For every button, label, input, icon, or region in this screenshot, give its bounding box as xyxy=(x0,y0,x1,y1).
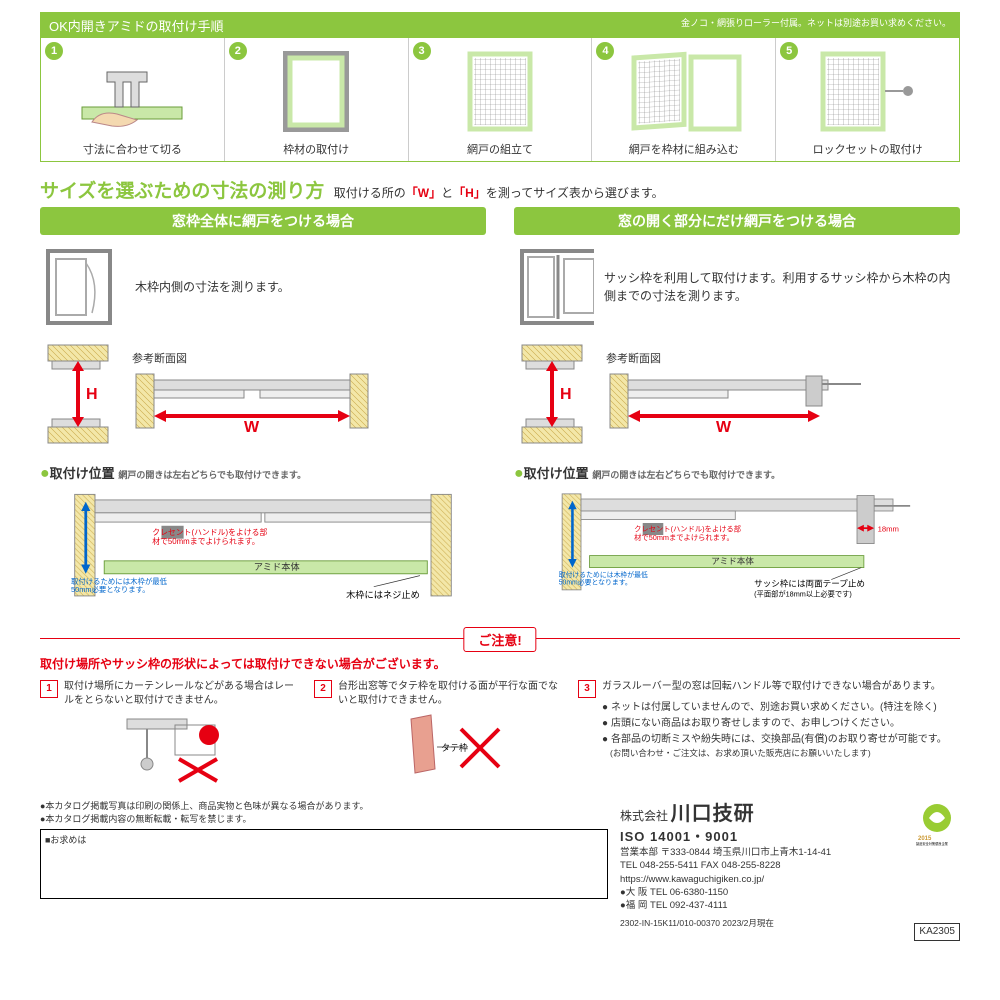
addr1: 営業本部 〒333-0844 埼玉県川口市上青木1-14-41 xyxy=(620,846,960,859)
step-2-illust xyxy=(229,44,404,139)
cs-right-h: H xyxy=(514,339,594,449)
footer-left: ●本カタログ掲載写真は印刷の関係上、商品実物と色味が異なる場合があります。 ●本… xyxy=(40,800,608,899)
steps-row: 1 寸法に合わせて切る 2 xyxy=(41,38,959,161)
caution-1-text: 取付け場所にカーテンレールなどがある場合はレールをとらないと取付けできません。 xyxy=(64,680,300,708)
extra-note-sub: (お問い合わせ・ご注文は、お求め頂いた販売店にお願いいたします) xyxy=(610,748,960,760)
steps-title-bar: OK内開きアミドの取付け手順 金ノコ・網張りローラー付属。ネットは別途お買い求め… xyxy=(41,13,959,38)
contact-box: ■お求めは xyxy=(40,829,608,899)
foot-note-2: ●本カタログ掲載内容の無断転載・転写を禁じます。 xyxy=(40,813,608,826)
step-5: 5 ロックセットの取付け xyxy=(776,38,959,161)
cs-left-h: H xyxy=(40,339,120,449)
caution-1: 1 取付け場所にカーテンレールなどがある場合はレールをとらないと取付けできません… xyxy=(40,680,300,788)
size-title: サイズを選ぶための寸法の測り方 xyxy=(40,176,324,203)
cs-left-label: 参考断面図 xyxy=(132,350,372,366)
steps-title-note: 金ノコ・網張りローラー付属。ネットは別途お買い求めください。 xyxy=(681,16,951,35)
svg-text:タテ枠: タテ枠 xyxy=(441,742,468,753)
col-right-desc: サッシ枠を利用して取付けます。利用するサッシ枠から木枠の内側までの寸法を測ります… xyxy=(604,269,960,305)
ka-code: KA2305 xyxy=(914,923,960,941)
step-2-num: 2 xyxy=(229,42,247,60)
caution-badge: ご注意! xyxy=(463,627,536,652)
caution-2-illust: タテ枠 xyxy=(338,708,564,788)
caution-1-num: 1 xyxy=(40,680,58,698)
footer: ●本カタログ掲載写真は印刷の関係上、商品実物と色味が異なる場合があります。 ●本… xyxy=(40,800,960,941)
caution-2-num: 2 xyxy=(314,680,332,698)
col-opening-part: 窓の開く部分にだけ網戸をつける場合 サッシ枠を利用して取付けます。利用するサッシ… xyxy=(514,207,960,618)
steps-title-text: OK内開きアミドの取付け手順 xyxy=(49,16,224,35)
step-3: 3 網戸の組立て xyxy=(409,38,593,161)
svg-text:W: W xyxy=(716,419,732,436)
svg-text:製品安全対策優良企業: 製品安全対策優良企業 xyxy=(916,841,949,846)
company-name: 川口技研 xyxy=(671,803,755,825)
caution-section: ご注意! 取付け場所やサッシ枠の形状によっては取付けできない場合がございます。 … xyxy=(40,638,960,788)
step-5-illust xyxy=(780,44,955,139)
caution-lead: 取付け場所やサッシ枠の形状によっては取付けできない場合がございます。 xyxy=(40,655,960,672)
extra-note-1: ネットは付属していませんので、別途お買い求めください。(特注を除く) xyxy=(602,700,960,716)
step-5-caption: ロックセットの取付け xyxy=(780,141,955,157)
foot-note-1: ●本カタログ掲載写真は印刷の関係上、商品実物と色味が異なる場合があります。 xyxy=(40,800,608,813)
svg-text:アミド本体: アミド本体 xyxy=(254,561,300,572)
pos-title-left: ●取付け位置 網戸の開きは左右どちらでも取付けできます。 xyxy=(40,463,486,483)
eco-badge-icon: 2015 製品安全対策優良企業 xyxy=(914,800,960,846)
pos-title-right: ●取付け位置 網戸の開きは左右どちらでも取付けできます。 xyxy=(514,463,960,483)
cs-right-w: W xyxy=(606,366,866,436)
step-4: 4 網戸を枠材に組み込む xyxy=(592,38,776,161)
step-1-num: 1 xyxy=(45,42,63,60)
caution-2-text: 台形出窓等でタテ枠を取付ける面が平行な面でないと取付けできません。 xyxy=(338,680,564,708)
svg-text:木枠にはネジ止め: 木枠にはネジ止め xyxy=(346,589,420,600)
step-2: 2 枠材の取付け xyxy=(225,38,409,161)
step-1-illust xyxy=(45,44,220,139)
col-left-desc: 木枠内側の寸法を測ります。 xyxy=(135,278,290,296)
step-3-caption: 網戸の組立て xyxy=(413,141,588,157)
footer-right: 2015 製品安全対策優良企業 株式会社 川口技研 ISO 14001・9001… xyxy=(620,800,960,941)
company-pre: 株式会社 xyxy=(620,809,668,823)
step-3-illust xyxy=(413,44,588,139)
size-subtitle: 取付ける所の「W」と「H」を測ってサイズ表から選びます。 xyxy=(334,186,664,200)
step-1-caption: 寸法に合わせて切る xyxy=(45,141,220,157)
cs-left-w: W xyxy=(132,366,372,436)
extra-notes: ネットは付属していませんので、別途お買い求めください。(特注を除く) 店頭にない… xyxy=(602,700,960,748)
pos-diagram-right: 18mm アミド本体 クレセント(ハンドル)をよける部材で50mmまでよけられま… xyxy=(514,487,960,607)
svg-text:W: W xyxy=(244,419,260,436)
caution-3: 3 ガラスルーバー型の窓は回転ハンドル等で取付けできない場合があります。 ネット… xyxy=(578,680,960,788)
cs-right-label: 参考断面図 xyxy=(606,350,866,366)
caution-1-illust xyxy=(64,708,300,788)
bottom-code: 2302-IN-15K11/010-00370 2023/2月現在 xyxy=(620,918,774,928)
step-2-caption: 枠材の取付け xyxy=(229,141,404,157)
svg-text:18mm: 18mm xyxy=(878,525,899,534)
col-left-head: 窓枠全体に網戸をつける場合 xyxy=(40,207,486,235)
svg-text:アミド本体: アミド本体 xyxy=(711,555,754,566)
step-1: 1 寸法に合わせて切る xyxy=(41,38,225,161)
steps-bar: OK内開きアミドの取付け手順 金ノコ・網張りローラー付属。ネットは別途お買い求め… xyxy=(40,12,960,162)
iso-line: ISO 14001・9001 xyxy=(620,828,960,846)
caution-3-num: 3 xyxy=(578,680,596,698)
svg-text:(平面部が18mm以上必要です): (平面部が18mm以上必要です) xyxy=(754,590,852,599)
svg-text:H: H xyxy=(560,386,572,403)
caution-2: 2 台形出窓等でタテ枠を取付ける面が平行な面でないと取付けできません。 タテ枠 xyxy=(314,680,564,788)
company-url: https://www.kawaguchigiken.co.jp/ xyxy=(620,873,960,886)
caution-3-text: ガラスルーバー型の窓は回転ハンドル等で取付けできない場合があります。 xyxy=(602,680,960,694)
step-3-num: 3 xyxy=(413,42,431,60)
col-full-frame: 窓枠全体に網戸をつける場合 木枠内側の寸法を測ります。 xyxy=(40,207,486,618)
col-right-head: 窓の開く部分にだけ網戸をつける場合 xyxy=(514,207,960,235)
svg-text:H: H xyxy=(86,386,98,403)
window-icon-right xyxy=(514,243,594,331)
window-icon-left xyxy=(40,243,125,331)
tel-fukuoka: ●福 岡 TEL 092-437-4111 xyxy=(620,899,960,912)
step-4-caption: 網戸を枠材に組み込む xyxy=(596,141,771,157)
extra-note-2: 店頭にない商品はお取り寄せしますので、お申しつけください。 xyxy=(602,716,960,732)
step-4-illust xyxy=(596,44,771,139)
pos-diagram-left: アミド本体 クレセント(ハンドル)をよける部材で50mmまでよけられます。 取付… xyxy=(40,487,486,607)
tel-osaka: ●大 阪 TEL 06-6380-1150 xyxy=(620,886,960,899)
extra-note-3: 各部品の切断ミスや紛失時には、交換部品(有償)のお取り寄せが可能です。 xyxy=(602,732,960,748)
addr2: TEL 048-255-5411 FAX 048-255-8228 xyxy=(620,859,960,872)
contact-label: ■お求めは xyxy=(45,835,86,845)
svg-text:サッシ枠には両面テープ止め: サッシ枠には両面テープ止め xyxy=(754,577,865,588)
